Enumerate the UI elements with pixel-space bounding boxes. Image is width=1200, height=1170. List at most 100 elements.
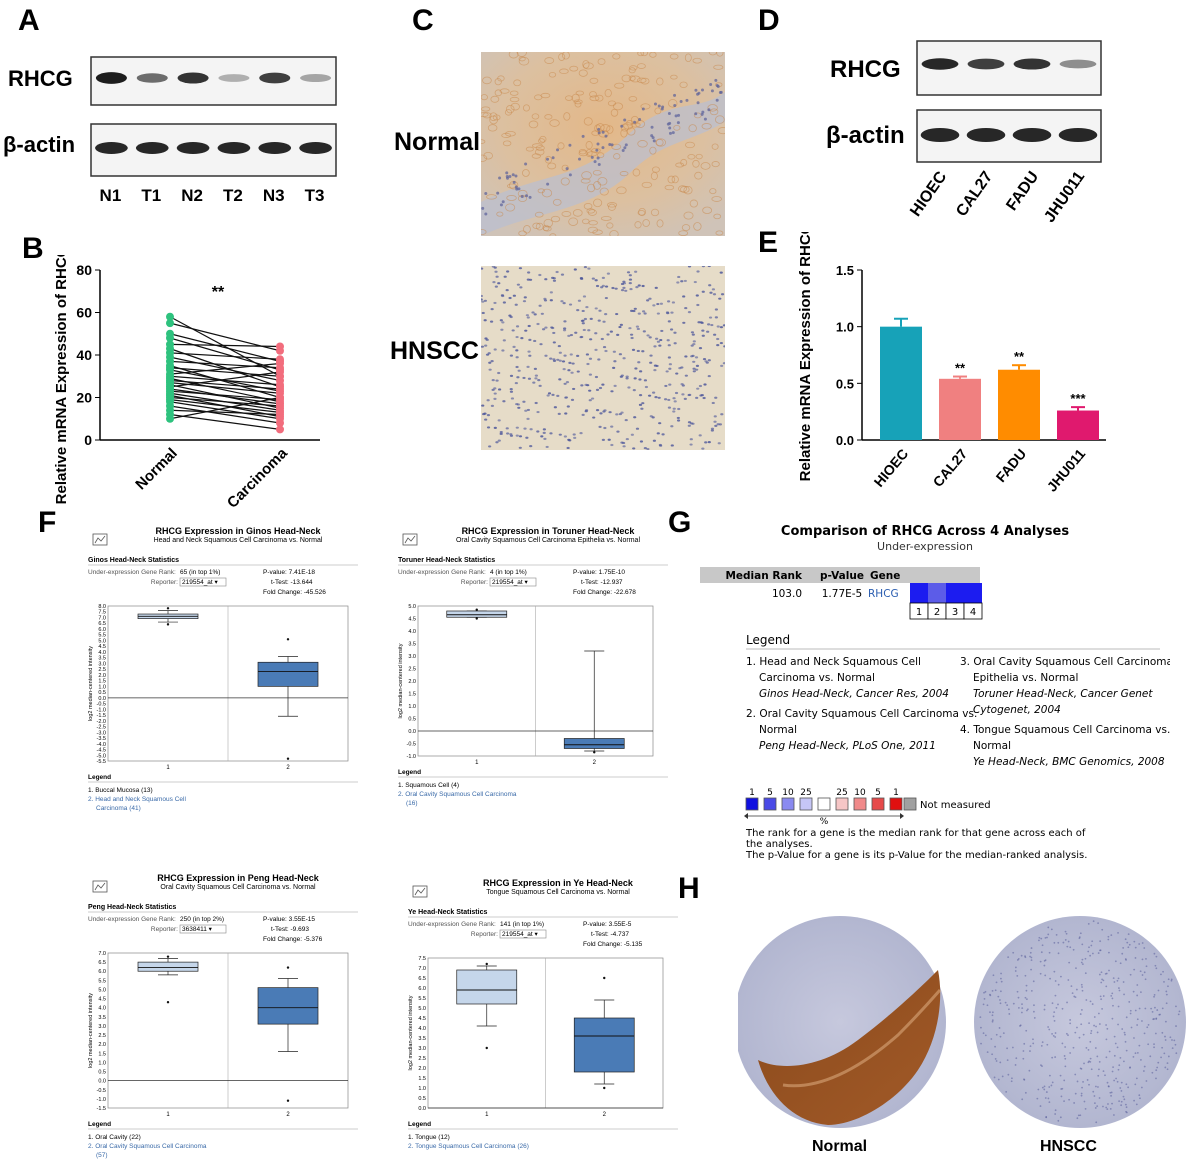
f-tick-label: 4.5: [408, 617, 416, 623]
f-reporter-select: [179, 577, 227, 587]
f-tick-label: -0.5: [407, 742, 416, 748]
f-outlier: [286, 966, 290, 969]
g-header-gene: Gene: [870, 570, 900, 582]
f-tick-label: 7.0: [98, 615, 106, 621]
e-tick-label: 1.5: [836, 263, 854, 278]
g-analysis-number: 3: [952, 607, 958, 618]
f-group-label: 1: [475, 760, 479, 766]
blot-band-actin: [217, 142, 251, 154]
f-outlier: [286, 1099, 290, 1102]
g-note-line: the analyses.: [746, 839, 813, 850]
panel-letter-h: H: [678, 872, 700, 905]
g-not-measured-label: Not measured: [920, 800, 991, 811]
b-pair-line: [169, 399, 281, 413]
blot-row-label-rhcg-d: RHCG: [830, 56, 901, 83]
f-reporter-value: 219554_at ▾: [492, 579, 529, 586]
e-category-label: CAL27: [930, 445, 971, 489]
f-outlier: [475, 617, 478, 620]
f-tick-label: 7.5: [98, 610, 106, 616]
f-tick-label: 4.0: [408, 629, 416, 635]
f-tick-label: -1.0: [97, 707, 106, 713]
f-rank-label: Under-expression Gene Rank:: [88, 569, 176, 576]
g-scale-label: 25: [836, 788, 847, 798]
f-plot-subtitle: Oral Cavity Squamous Cell Carcinoma vs. …: [160, 884, 316, 891]
f-tick-label: -3.5: [97, 736, 106, 742]
f-tick-label: 2.0: [418, 1066, 426, 1072]
f-pvalue: P-value: 7.41E-18: [263, 569, 315, 576]
b-tick-label: 80: [76, 262, 92, 278]
b-point-carcinoma: [276, 425, 284, 434]
f-box: [137, 961, 199, 972]
f-tick-label: 0.0: [98, 696, 106, 702]
e-tick-label: 0.5: [836, 376, 854, 391]
g-scale-swatch: [781, 797, 795, 811]
f-tick-label: 6.0: [418, 986, 426, 992]
e-significance: ***: [1070, 391, 1086, 406]
f-box: [257, 661, 319, 687]
f-outlier: [475, 608, 478, 611]
b-tick-label: 20: [76, 390, 92, 406]
f-legend-item: (16): [406, 800, 418, 807]
e-tick-label: 1.0: [836, 320, 854, 335]
g-legend-line: 4. Tongue Squamous Cell Carcinoma vs.: [960, 724, 1170, 736]
e-bar: [880, 326, 922, 440]
blot-band-rhcg: [136, 73, 168, 83]
f-plot-subtitle: Oral Cavity Squamous Cell Carcinoma Epit…: [456, 537, 640, 544]
g-scale-swatch: [745, 797, 759, 811]
g-legend-line: Ginos Head-Neck, Cancer Res, 2004: [759, 688, 949, 700]
g-legend-line: Peng Head-Neck, PLoS One, 2011: [759, 740, 936, 752]
f-tick-label: 5.0: [98, 987, 106, 993]
lane-label: N3: [262, 186, 285, 205]
paired-expression-chart: Relative mRNA Expression of RHCG 0 20 40 60…: [53, 255, 320, 510]
ihc-label-hnscc: HNSCC: [390, 337, 479, 365]
f-outlier: [166, 623, 170, 626]
f-legend-title: Legend: [398, 769, 421, 776]
f-tick-label: 2.5: [98, 667, 106, 673]
f-legend-item: 2. Oral Cavity Squamous Cell Carcinoma: [398, 791, 517, 798]
f-outlier: [603, 976, 606, 980]
f-reporter-select: [499, 929, 547, 939]
f-foldchange: Fold Change: -5.376: [263, 936, 323, 943]
f-foldchange: Fold Change: -5.135: [583, 941, 643, 948]
f-group-label: 1: [485, 1112, 489, 1118]
b-category-label: Normal: [132, 445, 181, 494]
f-legend-item: 2. Tongue Squamous Cell Carcinoma (26): [408, 1143, 529, 1150]
f-tick-label: 3.5: [98, 1015, 106, 1021]
f-tick-label: 5.0: [98, 638, 106, 644]
b-pair-line: [169, 348, 281, 388]
f-stats-title: Toruner Head-Neck Statistics: [398, 557, 495, 564]
f-plot-title: RHCG Expression in Ginos Head-Neck: [155, 526, 321, 536]
b-pair-line: [169, 401, 281, 420]
g-row-rank: 103.0: [772, 588, 802, 600]
f-tick-label: 1.5: [408, 692, 416, 698]
blot-band-actin: [920, 128, 960, 142]
f-box: [257, 987, 319, 1025]
f-tick-label: 3.0: [418, 1046, 426, 1052]
g-analysis-number: 4: [970, 607, 976, 618]
f-plot-title: RHCG Expression in Ye Head-Neck: [483, 878, 634, 888]
f-legend-item: 1. Oral Cavity (22): [88, 1134, 141, 1141]
f-ylabel: log2 median-centered intensity: [88, 646, 94, 721]
blot-band-actin: [176, 142, 210, 154]
g-not-measured-swatch: [903, 797, 917, 811]
b-pair-line: [169, 409, 281, 416]
f-tick-label: -0.5: [97, 702, 106, 708]
f-plot-title: RHCG Expression in Peng Head-Neck: [157, 873, 320, 883]
f-foldchange: Fold Change: -22.678: [573, 589, 636, 596]
f-outlier: [166, 1001, 170, 1004]
f-legend-item: 2. Oral Cavity Squamous Cell Carcinoma: [88, 1143, 207, 1150]
f-ylabel: log2 median-centered intensity: [408, 995, 414, 1070]
tma-label-hnscc: HNSCC: [1040, 1138, 1097, 1155]
b-point-normal: [166, 414, 174, 423]
blot-band-rhcg: [1059, 59, 1097, 69]
b-pair-line: [169, 405, 281, 424]
panel-letter-c: C: [412, 4, 434, 37]
oncomine-plot: RHCG Expression in Toruner Head-NeckOral…: [398, 526, 668, 807]
f-tick-label: 3.0: [98, 661, 106, 667]
f-legend-item: 2. Head and Neck Squamous Cell: [88, 796, 186, 803]
f-legend-item: (57): [96, 1152, 108, 1159]
f-tick-label: 1.0: [408, 704, 416, 710]
f-tick-label: 1.5: [418, 1076, 426, 1082]
f-group-label: 2: [593, 760, 597, 766]
